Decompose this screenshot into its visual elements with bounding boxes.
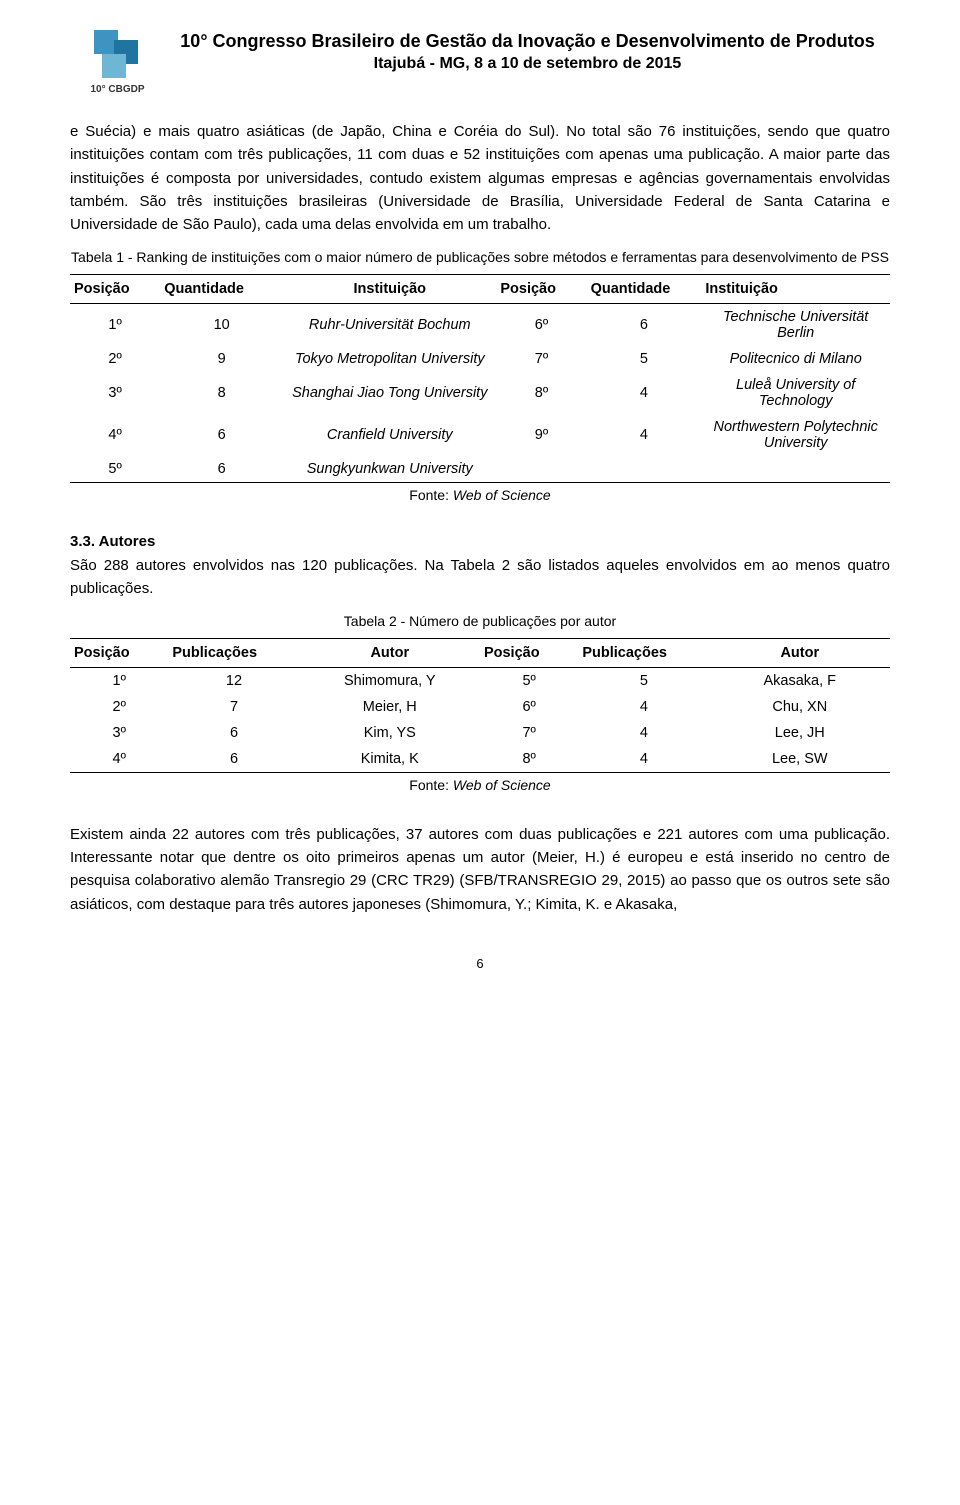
table2-caption: Tabela 2 - Número de publicações por aut… [70, 612, 890, 632]
cell-pub: 4 [578, 694, 709, 720]
cell-pos: 8º [480, 746, 578, 773]
cell-inst: Shanghai Jiao Tong University [283, 372, 496, 414]
th-inst2: Instituição [701, 274, 890, 303]
source-label: Fonte: [409, 487, 453, 503]
table1-caption: Tabela 1 - Ranking de instituições com o… [70, 248, 890, 268]
cell-qty: 6 [160, 414, 283, 456]
cell-inst: Sungkyunkwan University [283, 456, 496, 483]
cell-author: Kimita, K [300, 746, 480, 773]
cell-qty: 9 [160, 346, 283, 372]
cell-inst: Northwestern Polytechnic University [701, 414, 890, 456]
section-3-3-text: São 288 autores envolvidos nas 120 publi… [70, 554, 890, 601]
cell-qty: 6 [160, 456, 283, 483]
paragraph-intro: e Suécia) e mais quatro asiáticas (de Ja… [70, 120, 890, 236]
source-value: Web of Science [453, 777, 551, 793]
cell-pos: 6º [480, 694, 578, 720]
logo-icon [88, 30, 148, 80]
cell-pos: 3º [70, 720, 168, 746]
cell-pos: 4º [70, 414, 160, 456]
cell-author: Lee, JH [710, 720, 890, 746]
header-titles: 10° Congresso Brasileiro de Gestão da In… [165, 30, 890, 73]
cell-inst: Cranfield University [283, 414, 496, 456]
cell-author: Shimomura, Y [300, 667, 480, 694]
th-posicao2: Posição [496, 274, 586, 303]
cell-qty: 4 [587, 372, 702, 414]
th-autor1: Autor [300, 638, 480, 667]
conference-subtitle: Itajubá - MG, 8 a 10 de setembro de 2015 [165, 55, 890, 73]
cell-pub: 5 [578, 667, 709, 694]
th-posicao1: Posição [70, 274, 160, 303]
cell-pos: 3º [70, 372, 160, 414]
cell-qty: 4 [587, 414, 702, 456]
logo-label: 10° CBGDP [90, 84, 144, 95]
conference-title: 10° Congresso Brasileiro de Gestão da In… [165, 30, 890, 53]
cell-pos: 5º [480, 667, 578, 694]
table2-header-row: Posição Publicações Autor Posição Public… [70, 638, 890, 667]
source-label: Fonte: [409, 777, 453, 793]
cell-pub: 12 [168, 667, 299, 694]
table2-source: Fonte: Web of Science [70, 777, 890, 793]
th-autor2: Autor [710, 638, 890, 667]
cell-pos: 9º [496, 414, 586, 456]
th-posicao2: Posição [480, 638, 578, 667]
th-inst1: Instituição [283, 274, 496, 303]
table1-header-row: Posição Quantidade Instituição Posição Q… [70, 274, 890, 303]
cell-pos: 6º [496, 303, 586, 346]
table-row: 3º 8 Shanghai Jiao Tong University 8º 4 … [70, 372, 890, 414]
cell-inst: Politecnico di Milano [701, 346, 890, 372]
cell-pos: 5º [70, 456, 160, 483]
cell-qty: 5 [587, 346, 702, 372]
cell-inst [701, 456, 890, 483]
cell-pos: 8º [496, 372, 586, 414]
page-number: 6 [70, 956, 890, 971]
cell-author: Chu, XN [710, 694, 890, 720]
cell-pub: 4 [578, 746, 709, 773]
cell-author: Kim, YS [300, 720, 480, 746]
th-quant2: Quantidade [587, 274, 702, 303]
cell-pub: 6 [168, 746, 299, 773]
table-row: 2º 9 Tokyo Metropolitan University 7º 5 … [70, 346, 890, 372]
cell-qty: 10 [160, 303, 283, 346]
th-pub2: Publicações [578, 638, 709, 667]
table-row: 5º 6 Sungkyunkwan University [70, 456, 890, 483]
cell-qty: 6 [587, 303, 702, 346]
cell-inst: Technische Universität Berlin [701, 303, 890, 346]
cell-qty [587, 456, 702, 483]
th-quant1: Quantidade [160, 274, 283, 303]
cell-pos: 2º [70, 346, 160, 372]
paragraph-closing: Existem ainda 22 autores com três public… [70, 823, 890, 916]
table1-source: Fonte: Web of Science [70, 487, 890, 503]
cell-pub: 4 [578, 720, 709, 746]
cell-inst: Ruhr-Universität Bochum [283, 303, 496, 346]
table-row: 4º 6 Kimita, K 8º 4 Lee, SW [70, 746, 890, 773]
table-row: 3º 6 Kim, YS 7º 4 Lee, JH [70, 720, 890, 746]
table2-authors: Posição Publicações Autor Posição Public… [70, 638, 890, 773]
cell-pos: 2º [70, 694, 168, 720]
conference-logo: 10° CBGDP [70, 30, 165, 95]
source-value: Web of Science [453, 487, 551, 503]
cell-inst: Tokyo Metropolitan University [283, 346, 496, 372]
cell-pos: 4º [70, 746, 168, 773]
cell-pub: 7 [168, 694, 299, 720]
cell-author: Meier, H [300, 694, 480, 720]
table-row: 1º 10 Ruhr-Universität Bochum 6º 6 Techn… [70, 303, 890, 346]
th-posicao1: Posição [70, 638, 168, 667]
cell-author: Akasaka, F [710, 667, 890, 694]
table-row: 2º 7 Meier, H 6º 4 Chu, XN [70, 694, 890, 720]
cell-qty: 8 [160, 372, 283, 414]
th-pub1: Publicações [168, 638, 299, 667]
table1-institutions: Posição Quantidade Instituição Posição Q… [70, 274, 890, 483]
cell-pub: 6 [168, 720, 299, 746]
cell-inst: Luleå University of Technology [701, 372, 890, 414]
table-row: 4º 6 Cranfield University 9º 4 Northwest… [70, 414, 890, 456]
table-row: 1º 12 Shimomura, Y 5º 5 Akasaka, F [70, 667, 890, 694]
cell-pos: 1º [70, 303, 160, 346]
cell-pos [496, 456, 586, 483]
cell-pos: 1º [70, 667, 168, 694]
cell-pos: 7º [496, 346, 586, 372]
cell-author: Lee, SW [710, 746, 890, 773]
cell-pos: 7º [480, 720, 578, 746]
page-header: 10° CBGDP 10° Congresso Brasileiro de Ge… [70, 30, 890, 95]
section-3-3-heading: 3.3. Autores [70, 533, 890, 550]
